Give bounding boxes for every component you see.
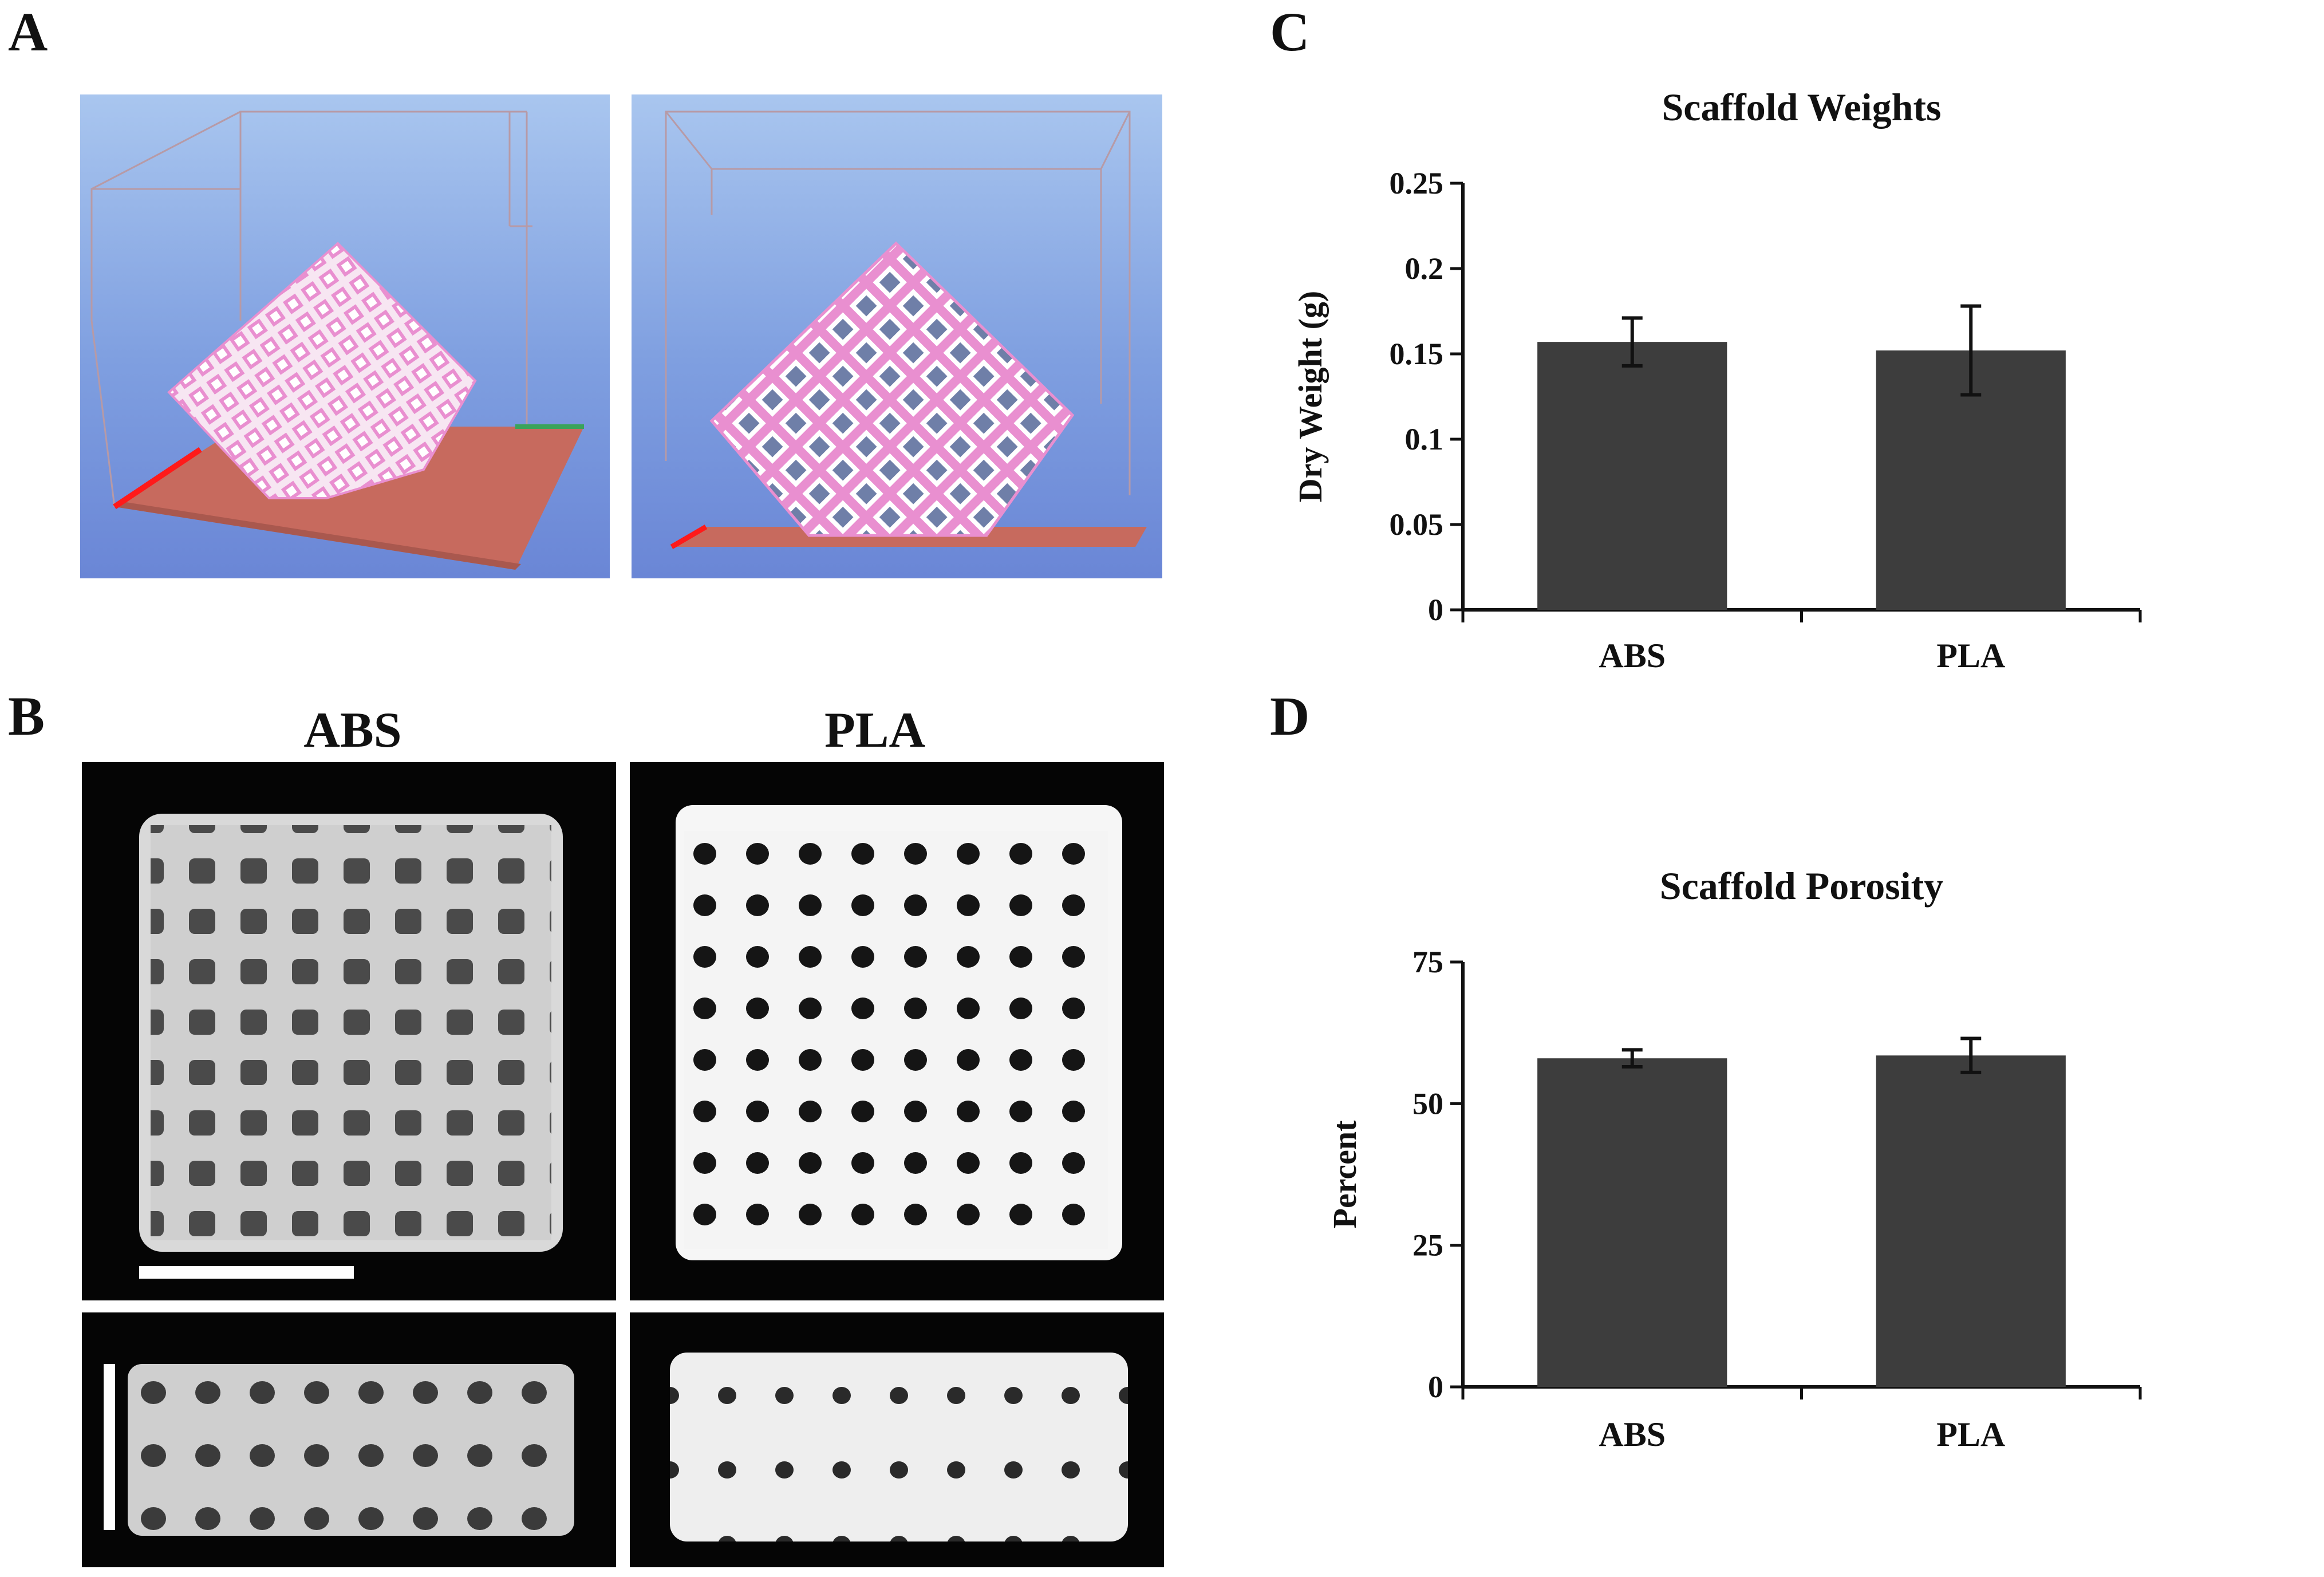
category-label-abs: ABS	[1599, 637, 1666, 675]
diamond-lattice-illustration	[665, 111, 1147, 549]
photo-abs-top	[82, 762, 616, 1300]
y-tick-label: 75	[1412, 945, 1443, 979]
category-label-abs: ABS	[1599, 1416, 1666, 1453]
abs-scaffold-top-illustration	[139, 814, 563, 1279]
y-tick-label: 25	[1412, 1228, 1443, 1263]
bar-pla	[1876, 1055, 2066, 1387]
bar-abs	[1537, 1058, 1727, 1387]
category-label-pla: PLA	[1936, 637, 2005, 675]
photo-pla-top	[630, 762, 1164, 1300]
y-tick-label: 0	[1428, 593, 1443, 627]
cad-render-diamond	[632, 94, 1162, 578]
scale-bar-horizontal	[139, 1266, 354, 1279]
chart-title: Scaffold Porosity	[1660, 864, 1944, 908]
y-tick-label: 50	[1412, 1086, 1443, 1121]
cad-render-angled	[80, 94, 610, 578]
scaffold-porosity-chart: Scaffold Porosity Percent 0 25 50 75 ABS PLA	[1326, 864, 2142, 1453]
scaffold-weights-chart: Scaffold Weights Dry Weight (g) 0 0.05 0.1 0.…	[1292, 85, 2142, 675]
panel-label-a: A	[8, 1, 48, 62]
scale-bar-vertical	[104, 1364, 115, 1530]
y-tick-label: 0.2	[1405, 251, 1444, 286]
photo-pla-side	[630, 1312, 1164, 1567]
angled-lattice-illustration	[90, 111, 584, 570]
panel-label-d: D	[1270, 685, 1310, 747]
y-axis-label: Dry Weight (g)	[1292, 291, 1329, 502]
bar-abs	[1537, 342, 1727, 610]
y-axis-label: Percent	[1326, 1120, 1363, 1229]
y-tick-label: 0.1	[1405, 422, 1444, 456]
y-tick-label: 0	[1428, 1370, 1443, 1404]
category-label-pla: PLA	[1936, 1416, 2005, 1453]
panel-label-c: C	[1270, 1, 1310, 62]
pla-scaffold-top-illustration	[676, 805, 1122, 1260]
y-tick-label: 0.05	[1390, 507, 1444, 542]
column-heading-abs: ABS	[303, 703, 402, 758]
y-tick-label: 0.15	[1390, 337, 1444, 371]
pla-scaffold-side-illustration	[670, 1353, 1128, 1541]
column-heading-pla: PLA	[824, 703, 925, 758]
abs-scaffold-side-illustration	[104, 1364, 574, 1536]
chart-title: Scaffold Weights	[1662, 85, 1941, 129]
y-tick-label: 0.25	[1390, 166, 1444, 200]
panel-label-b: B	[8, 685, 45, 747]
photo-abs-side	[82, 1312, 616, 1567]
